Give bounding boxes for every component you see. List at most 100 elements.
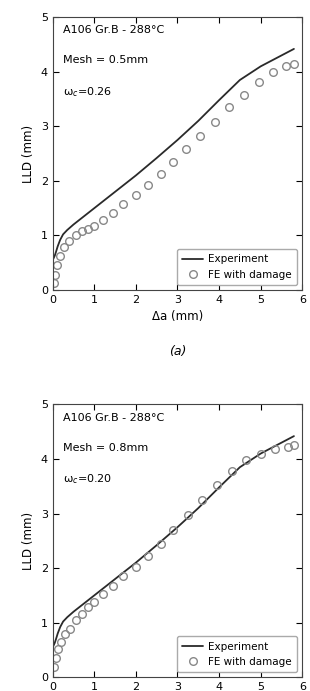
FE with damage [292,442,296,450]
Experiment [113,188,117,196]
Y-axis label: LLD (mm): LLD (mm) [22,512,35,570]
FE with damage [171,158,175,166]
FE with damage [171,526,175,534]
Line: FE with damage: FE with damage [50,60,298,287]
FE with damage [111,209,115,217]
FE with damage [134,191,138,199]
FE with damage [159,170,163,178]
FE with damage [286,443,290,451]
FE with damage [80,610,84,618]
Experiment [61,230,65,238]
FE with damage [292,59,296,68]
Experiment [280,51,283,59]
FE with damage [53,271,57,279]
FE with damage [74,231,78,240]
Experiment [54,635,58,643]
FE with damage [213,118,217,126]
FE with damage [52,663,56,672]
FE with damage [122,572,125,580]
Text: ω$_c$=0.26: ω$_c$=0.26 [63,86,111,100]
FE with damage [68,237,71,245]
FE with damage [147,552,150,560]
Experiment [72,220,75,229]
Experiment [113,575,117,583]
FE with damage [134,563,138,571]
Experiment [51,256,55,264]
Experiment [259,62,263,70]
FE with damage [92,221,96,229]
FE with damage [201,495,204,504]
FE with damage [58,252,62,261]
Experiment [72,607,75,616]
FE with damage [111,581,115,589]
Experiment [58,623,62,631]
Experiment [80,214,84,222]
FE with damage [74,616,78,624]
Experiment [65,613,69,621]
Text: A106 Gr.B - 288°C: A106 Gr.B - 288°C [63,26,164,35]
FE with damage [242,91,246,99]
Y-axis label: LLD (mm): LLD (mm) [22,124,35,182]
Experiment [197,504,200,512]
FE with damage [257,77,260,86]
Experiment [54,247,58,256]
Line: Experiment: Experiment [53,49,294,260]
Experiment [176,523,179,531]
FE with damage [122,200,125,209]
FE with damage [228,103,231,111]
Experiment [53,638,57,647]
Experiment [134,171,138,180]
FE with damage [63,243,66,252]
Experiment [51,643,55,652]
FE with damage [86,603,90,612]
Line: FE with damage: FE with damage [50,442,298,671]
Legend: Experiment, FE with damage: Experiment, FE with damage [177,636,297,672]
Experiment [238,463,242,471]
FE with damage [259,449,263,457]
FE with damage [184,145,188,153]
Experiment [58,236,62,244]
Experiment [65,226,69,234]
Text: ω$_c$=0.20: ω$_c$=0.20 [63,473,111,486]
Experiment [259,449,263,457]
FE with damage [92,598,96,606]
Experiment [197,117,200,125]
Line: Experiment: Experiment [53,436,294,647]
FE with damage [284,62,287,70]
Experiment [52,254,55,263]
Experiment [56,242,60,250]
FE with damage [101,590,104,598]
FE with damage [59,638,63,646]
FE with damage [230,467,233,475]
Experiment [280,439,283,447]
Experiment [53,252,57,260]
Experiment [61,617,65,625]
Text: Mesh = 0.8mm: Mesh = 0.8mm [63,443,148,453]
Experiment [134,558,138,567]
Text: (a): (a) [169,345,186,357]
FE with damage [244,456,248,464]
Experiment [56,630,60,638]
Experiment [52,641,55,650]
FE with damage [80,227,84,235]
Experiment [292,432,296,440]
Legend: Experiment, FE with damage: Experiment, FE with damage [177,249,297,285]
Experiment [217,96,221,104]
Experiment [155,541,158,549]
FE with damage [215,481,219,489]
FE with damage [56,645,60,653]
FE with damage [159,540,163,548]
FE with damage [147,180,150,189]
FE with damage [68,625,72,634]
FE with damage [101,216,104,225]
FE with damage [198,132,202,140]
Experiment [92,591,96,600]
FE with damage [186,511,190,520]
FE with damage [52,279,55,287]
FE with damage [273,445,277,453]
Experiment [92,204,96,212]
FE with damage [55,261,59,269]
FE with damage [63,630,67,638]
Text: A106 Gr.B - 288°C: A106 Gr.B - 288°C [63,413,164,423]
FE with damage [271,68,275,76]
